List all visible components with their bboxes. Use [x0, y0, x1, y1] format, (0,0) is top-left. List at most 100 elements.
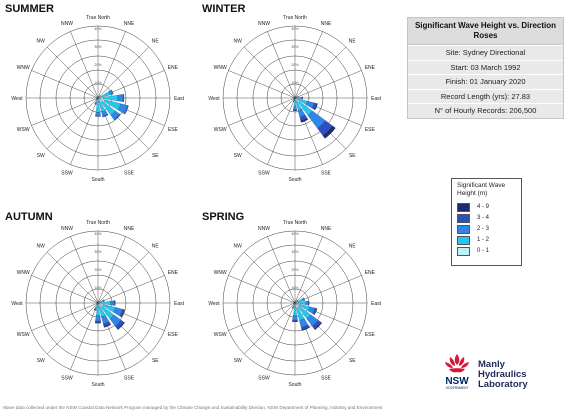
info-start: Start: 03 March 1992 — [408, 59, 563, 74]
rose-direction-label: NNE — [124, 21, 135, 27]
rose-spoke — [228, 70, 296, 99]
legend-item: 1 - 2 — [457, 236, 517, 245]
rose-pct-label: 10% — [291, 286, 299, 290]
rose-direction-label: NNE — [124, 226, 135, 232]
rose-petal — [314, 322, 323, 331]
rose-direction-label: NE — [349, 39, 357, 45]
rose-spoke — [243, 97, 296, 150]
rose-title: SUMMER — [5, 3, 54, 15]
rose-direction-label: WNW — [17, 65, 30, 71]
rose-direction-label: SW — [37, 358, 45, 364]
rose-direction-label: WSW — [17, 332, 30, 338]
rose-direction-label: NNE — [321, 226, 332, 232]
rose-direction-label: SW — [234, 153, 242, 159]
info-site: Site: Sydney Directional — [408, 45, 563, 60]
rose-direction-label: East — [371, 301, 382, 307]
rose-pct-label: 40% — [291, 27, 299, 31]
rose-petal — [95, 112, 101, 117]
rose-direction-label: True North — [86, 220, 110, 226]
legend-item: 2 - 3 — [457, 225, 517, 234]
info-record-length: Record Length (yrs): 27.83 — [408, 88, 563, 103]
footer-note: Wave data collected under the NSW Coasta… — [3, 405, 383, 410]
rose-direction-label: ENE — [365, 270, 376, 276]
rose-spoke — [97, 275, 165, 304]
rose-direction-label: SSE — [124, 376, 135, 382]
rose-petal — [117, 322, 125, 330]
rose-spoke — [31, 275, 99, 304]
legend-label: 3 - 4 — [477, 215, 490, 221]
rose-direction-label: NE — [152, 244, 160, 250]
rose-direction-label: WSW — [214, 332, 227, 338]
legend-item: 0 - 1 — [457, 247, 517, 256]
legend-item: 4 - 9 — [457, 203, 517, 212]
rose-pct-label: 40% — [94, 27, 102, 31]
logo-line-3: Laboratory — [478, 379, 528, 390]
rose-petal — [121, 309, 125, 318]
rose-spoke — [267, 31, 296, 99]
legend-swatch — [457, 203, 470, 212]
rose-spoke — [70, 236, 99, 304]
legend-label: 4 - 9 — [477, 204, 490, 210]
rose-title: AUTUMN — [5, 211, 53, 223]
rose-direction-label: True North — [86, 15, 110, 21]
rose-petal — [103, 323, 112, 328]
rose-pct-label: 20% — [291, 63, 299, 67]
waratah-logo-icon: NSW GOVERNMENT — [445, 354, 469, 390]
rose-petal — [124, 105, 129, 115]
rose-petal — [292, 110, 298, 112]
rose-title: WINTER — [202, 3, 245, 15]
rose-petal — [300, 117, 309, 123]
rose-direction-label: SSE — [321, 171, 332, 177]
rose-petal — [99, 300, 101, 302]
rose-direction-label: ESE — [168, 127, 179, 133]
rose-direction-label: West — [11, 96, 23, 102]
mhl-logo: NSW GOVERNMENT Manly Hydraulics Laborato… — [440, 352, 580, 397]
legend: Significant Wave Height (m) 4 - 9 3 - 4 … — [451, 178, 522, 266]
rose-spoke — [294, 236, 323, 304]
info-finish: Finish: 01 January 2020 — [408, 74, 563, 89]
rose-direction-label: NNE — [321, 21, 332, 27]
rose-direction-label: ESE — [365, 332, 376, 338]
legend-swatch — [457, 214, 470, 223]
rose-direction-label: True North — [283, 15, 307, 21]
rose-petal — [96, 303, 98, 305]
rose-petal — [94, 103, 97, 105]
legend-swatch — [457, 236, 470, 245]
rose-petal — [95, 99, 97, 101]
rose-direction-label: NE — [349, 244, 357, 250]
wave-rose-summer: SUMMER 10% 20% 30% 40% True North NNE NE ENE East… — [5, 3, 185, 183]
rose-petal — [95, 315, 101, 322]
rose-petal — [303, 297, 306, 301]
rose-petal — [95, 115, 101, 117]
rose-pct-label: 10% — [94, 286, 102, 290]
rose-spoke — [97, 251, 150, 304]
rose-petal — [292, 321, 298, 322]
rose-direction-label: SSE — [124, 171, 135, 177]
rose-petal — [94, 322, 102, 324]
rose-direction-label: SSW — [258, 171, 270, 177]
rose-direction-label: South — [91, 177, 104, 183]
wave-rose-autumn: AUTUMN 10% 20% 30% 40% True North NNE NE ENE East… — [5, 211, 185, 388]
rose-petal — [293, 98, 295, 100]
legend-label: 0 - 1 — [477, 248, 490, 254]
rose-petal — [305, 300, 309, 306]
rose-spoke — [243, 251, 296, 304]
rose-petal — [322, 125, 336, 139]
rose-direction-label: SW — [234, 358, 242, 364]
rose-spoke — [228, 97, 296, 126]
rose-direction-label: East — [371, 96, 382, 102]
rose-petal — [292, 319, 298, 322]
rose-pct-label: 20% — [94, 63, 102, 67]
rose-petal — [292, 315, 298, 321]
rose-direction-label: SSW — [258, 376, 270, 382]
rose-direction-label: NW — [37, 39, 46, 45]
logo-nsw-text: NSW — [445, 376, 469, 387]
rose-pct-label: 10% — [291, 81, 299, 85]
info-records: N° of Hourly Records: 206,500 — [408, 103, 563, 118]
rose-spoke — [267, 302, 296, 370]
rose-spoke — [31, 97, 99, 126]
rose-spoke — [46, 97, 99, 150]
rose-direction-label: NNW — [61, 21, 73, 27]
rose-petal — [110, 89, 114, 95]
legend-label: 2 - 3 — [477, 226, 490, 232]
